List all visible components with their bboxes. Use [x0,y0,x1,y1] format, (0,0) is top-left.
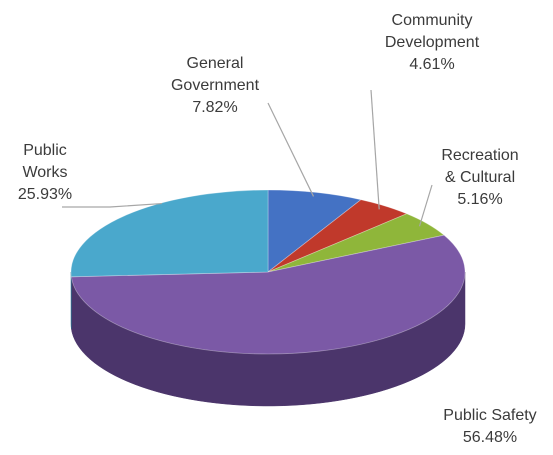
label-public-safety: Public Safety 56.48% [443,407,537,446]
label-community-development: Community Development 4.61% [384,12,480,73]
leader-line-general-government [267,102,315,197]
slice-public-safety [70,234,466,355]
slice-general-government [267,189,362,273]
leader-line-community-development [370,89,380,210]
slice-community-development [267,199,408,273]
label-general-government: General Government 7.82% [170,55,260,116]
slice-public-works [70,189,269,278]
label-recreation-cultural: Recreation & Cultural 5.16% [441,147,519,208]
leader-line-recreation-cultural [418,184,433,227]
label-public-works: Public Works 25.93% [17,142,73,203]
leader-line-public-works [62,202,162,208]
slice-recreation-cultural [267,213,445,273]
